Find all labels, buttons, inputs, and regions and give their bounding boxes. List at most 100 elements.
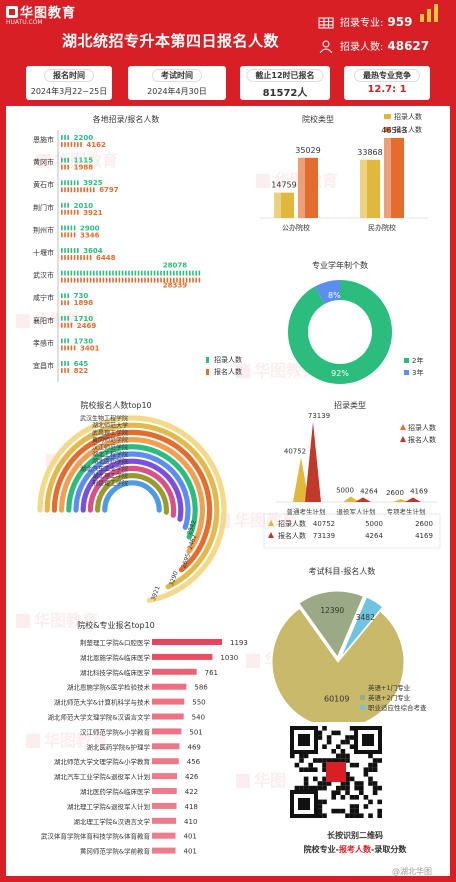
person-glyph [128,270,130,276]
chart6-value-label: 3482 [356,613,375,622]
person-glyph [118,277,121,283]
person-glyph [64,293,66,299]
chart4-arc [66,444,198,540]
chart1-bar-baoming [61,164,69,170]
qr-finder [298,734,310,746]
qr-module [303,753,309,759]
person-glyph [61,300,63,306]
qr-module [368,753,373,759]
chart2-value-label: 46543 [381,126,406,135]
person-glyph [176,270,178,276]
person-glyph [150,277,153,283]
qr-module [331,790,336,795]
person-glyph [70,248,73,253]
chart7-category-label: 湖北科技学院&临床医学 [80,668,151,677]
qr-code[interactable] [286,722,386,822]
chart1-bar-baoming [61,232,76,238]
chart1-bar-zhaolu [61,248,79,253]
brand-name: 华图教育 [20,6,77,21]
chart1-value-label: 2900 [80,224,100,232]
person-glyph [189,270,191,276]
table-icon [318,17,334,29]
chart4-value-label: 2342 [186,519,198,536]
person-glyph [70,277,73,283]
chart2-title: 院校类型 [302,114,334,124]
qr-module [368,813,373,818]
chart1-category-label: 咸宁市 [33,293,54,302]
qr-module [303,785,309,791]
chart4-category-label: 湖北汽车工业学院 [80,465,128,473]
person-glyph [61,293,63,299]
qr-module [354,813,359,818]
person-glyph [105,270,108,276]
stat-baoming-label: 招录人数: [340,42,384,53]
person-glyph [64,142,66,147]
card-title: 报名时间 [44,69,94,82]
qr-caption-c: -录取分数 [371,845,407,854]
person-glyph [64,345,66,351]
chart5-title: 招录类型 [334,400,366,410]
qr-module [368,781,373,786]
chart1-value-label: 2010 [74,202,94,210]
qr-module [303,776,309,782]
qr-module [317,735,323,740]
person-glyph [112,270,114,276]
card-baoming-time: 报名时间 2024年3月22~25日 [26,66,112,100]
qr-module [326,758,332,763]
chart7-category-label: 湖北汽车工业学院&退役军人计划 [54,772,150,781]
qr-module [345,785,350,791]
person-glyph [73,180,76,186]
person-glyph [67,232,69,238]
person-glyph [141,270,143,276]
person-glyph [169,277,172,283]
qr-caption-a: 院校专业- [303,845,339,854]
chart5-table-rowlabel: 招录人数 [278,519,306,528]
chart1-value-label: 6448 [96,254,116,262]
qr-module [349,813,355,818]
qr-module [363,795,369,800]
person-glyph [70,232,73,238]
person-glyph [134,270,137,276]
chart4-value-label: 3290 [168,570,180,587]
qr-module [336,758,341,763]
chart7-category-label: 湖北医药学院&护理学 [86,742,150,751]
stat-baoming-value: 48627 [387,39,430,53]
chart1-bar-baoming [61,187,95,193]
person-glyph [185,277,188,283]
chart1-bar-zhaolu [61,338,69,344]
watermark-mark [236,774,250,788]
person-glyph [67,315,69,321]
qr-module [377,813,382,818]
chart1-category-label: 黄冈市 [33,158,54,167]
person-glyph [121,277,124,283]
chart2-value-label: 33868 [357,148,382,157]
person-glyph [67,368,69,373]
chart7-value-label: 586 [194,684,208,692]
chart2-legend-label: 报名人数 [394,125,422,134]
qr-module [331,758,336,763]
chart7-bar [152,773,177,780]
qr-module [322,767,327,772]
qr-caption-2: 院校专业-报考人数-录取分数 [265,844,445,855]
person-glyph [61,345,63,351]
person-glyph [109,277,111,283]
person-glyph [61,187,63,193]
chart1-category-label: 黄石市 [33,180,54,189]
person-glyph [198,270,201,276]
chart2-bar-shine [274,192,281,218]
person-glyph [61,135,63,140]
person-glyph [64,225,66,231]
chart1-value-label: 6797 [99,186,119,194]
chart1-bar-zhaolu [61,225,76,231]
chart7-bar [152,758,179,765]
qr-module [317,813,323,818]
qr-module [308,785,313,791]
stat-baoming: 招录人数: 48627 [318,38,430,54]
person-glyph [61,270,63,276]
qr-module [359,781,364,786]
person-glyph [86,255,89,260]
chart1-value-label: 3925 [83,179,103,187]
chart2-bar [360,159,380,218]
legend-swatch [206,357,209,363]
chart7-bar [152,668,197,675]
